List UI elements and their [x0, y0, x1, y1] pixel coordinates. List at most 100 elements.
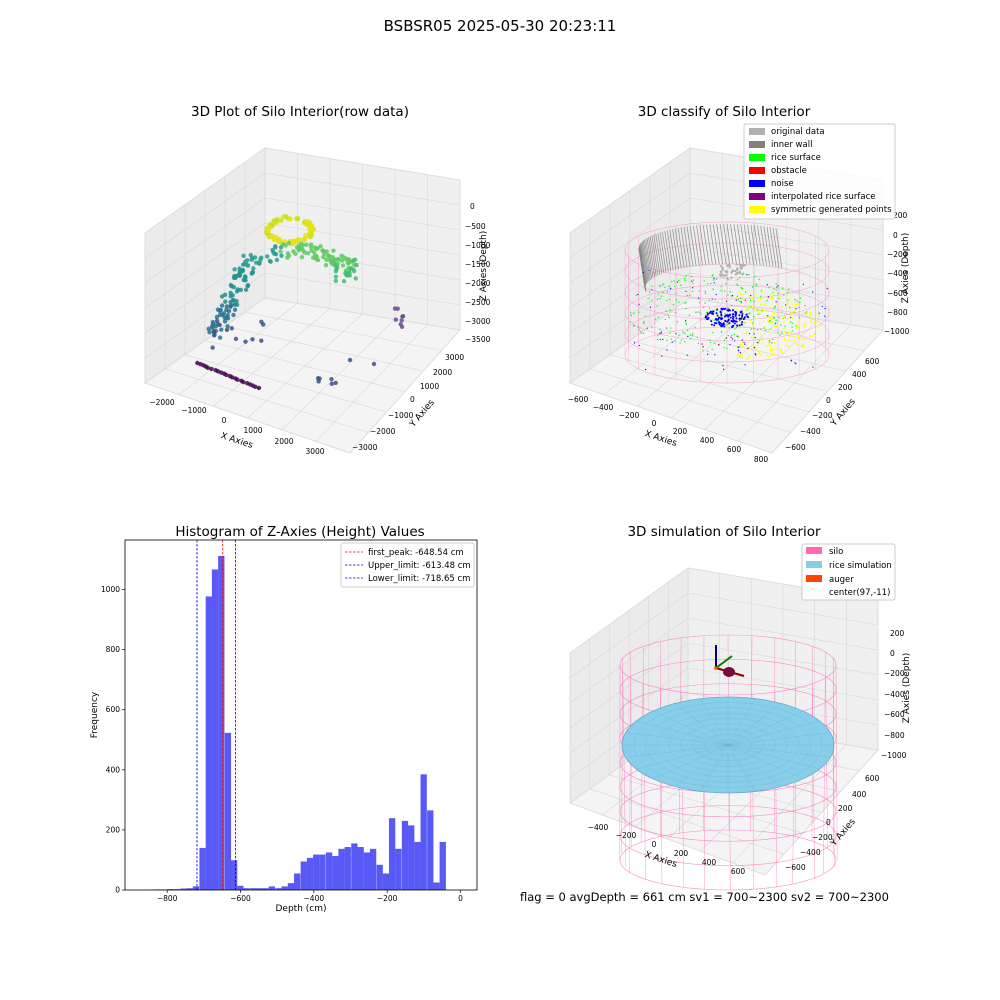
hist-legend: first_peak: -648.54 cm Upper_limit: -613… [340, 542, 475, 588]
rice-surface-point [734, 328, 736, 330]
rice-mesh-spoke [700, 744, 729, 792]
symmetric-point [784, 315, 786, 318]
inner-wall-strip [664, 230, 672, 272]
interpolated-point [736, 335, 738, 337]
symmetric-point [766, 316, 769, 319]
symmetric-point [809, 319, 812, 322]
noise-point [734, 340, 736, 342]
symmetric-point [771, 320, 774, 323]
raw-point [293, 251, 298, 256]
noise-point [741, 310, 743, 312]
raw-point [228, 304, 233, 309]
rice-surface-point [686, 294, 688, 297]
noise-point [705, 316, 708, 319]
rice-surface-point [691, 290, 694, 293]
rice-surface-point [757, 313, 759, 315]
rice-surface-point [712, 279, 715, 281]
raw-point [340, 263, 346, 268]
rice-surface-point [644, 315, 646, 317]
classify-z-ticks: 200 0 −200 −400 −600 −800 −1000 [884, 211, 910, 336]
noise-point [724, 319, 727, 322]
sim-ytick: −400 [800, 848, 821, 857]
inner-wall-strip [706, 224, 713, 265]
hist-bar [338, 848, 345, 890]
original-point [720, 273, 724, 276]
symmetric-point [804, 337, 807, 340]
rice-mesh-spoke [727, 744, 756, 792]
noise-point [775, 301, 777, 303]
rice-surface-point [685, 323, 688, 325]
noise-point [741, 321, 744, 324]
symmetric-point [762, 296, 765, 299]
classify-ytick: 400 [852, 370, 867, 379]
rice-surface-point [768, 339, 771, 342]
raw-point [243, 259, 248, 264]
rice-surface-point [677, 301, 680, 303]
rice-surface-point [729, 291, 731, 293]
legend-swatch-obstacle [749, 167, 765, 174]
original-point [734, 269, 737, 273]
symmetric-point [762, 325, 765, 328]
symmetric-point [803, 326, 806, 329]
noise-point [766, 284, 768, 286]
symmetric-point [790, 306, 793, 309]
symmetric-point [753, 344, 756, 347]
original-point [727, 263, 730, 267]
rice-surface-point [799, 301, 801, 304]
raw-point [278, 249, 283, 254]
inner-wall-strip [692, 225, 700, 266]
rice-surface-point [671, 280, 673, 283]
sim-xtick: 200 [674, 849, 689, 858]
hist-bar [433, 882, 440, 890]
legend-label: inner wall [771, 140, 812, 150]
raw-point [309, 248, 314, 253]
noise-point [740, 317, 743, 320]
inner-wall-strip [763, 226, 771, 267]
classify-title: 3D classify of Silo Interior [638, 104, 811, 120]
noise-point [706, 312, 709, 315]
symmetric-point [789, 297, 792, 300]
symmetric-point [796, 323, 799, 325]
noise-point [633, 325, 635, 327]
noise-point [733, 320, 736, 323]
rice-surface-point [727, 294, 729, 296]
noise-point [715, 319, 718, 321]
rice-surface-point [739, 300, 741, 303]
raw-point [320, 248, 325, 253]
rice-surface-point [740, 300, 743, 303]
hist-bar [205, 596, 212, 890]
symmetric-point [771, 349, 773, 352]
symmetric-point [776, 296, 779, 299]
original-point [738, 271, 742, 275]
noise-point [713, 277, 715, 280]
inner-wall-strip [672, 229, 679, 270]
symmetric-point [803, 312, 805, 314]
raw-point [243, 287, 249, 292]
rice-surface-point [728, 327, 730, 329]
inner-wall-strip [750, 224, 758, 265]
hist-bar [351, 843, 358, 890]
inner-wall-strip [686, 226, 694, 267]
inner-wall-strip [772, 227, 780, 268]
rice-surface-point [766, 299, 768, 302]
original-point [730, 276, 733, 279]
rice-surface-point [664, 318, 667, 321]
symmetric-point [763, 304, 766, 306]
raw-z-ticks: 0 −500 −1000 −1500 −2000 −2500 −3000 −35… [465, 202, 491, 344]
noise-point [802, 283, 804, 285]
symmetric-point [752, 305, 755, 308]
noise-point [721, 307, 724, 310]
symmetric-point [748, 347, 751, 349]
original-point [730, 271, 733, 274]
rice-surface-point [690, 334, 692, 336]
noise-point [739, 319, 741, 321]
noise-point [713, 322, 716, 325]
noise-point [710, 323, 713, 326]
inner-wall-strip [712, 224, 720, 265]
symmetric-point [803, 323, 806, 326]
hist-ylabel: Frequency [90, 691, 100, 738]
raw-point [339, 253, 344, 259]
rice-surface-point [642, 322, 645, 325]
raw-point [245, 283, 251, 289]
symmetric-point [747, 356, 750, 359]
